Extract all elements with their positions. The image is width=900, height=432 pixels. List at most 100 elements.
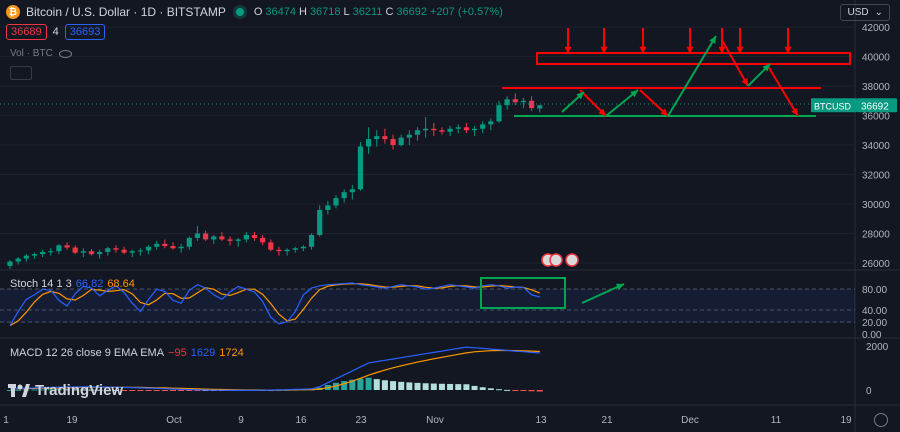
candle-body (105, 248, 111, 252)
buy-button[interactable]: 36693 (64, 24, 106, 40)
macd-histogram-bar (121, 390, 128, 391)
candle-body (170, 246, 176, 249)
time-tick-label: Nov (426, 415, 444, 426)
down-arrow-head (741, 78, 748, 86)
event-icons[interactable] (541, 253, 579, 267)
candle-body (243, 234, 249, 240)
candle-body (520, 100, 527, 103)
candle-body (374, 136, 380, 140)
macd-name[interactable]: MACD 12 26 close 9 EMA EMA (10, 347, 165, 359)
candle-body (7, 261, 13, 266)
price-tick-label: 38000 (862, 82, 890, 93)
macd-histogram-bar (381, 380, 388, 390)
price-tick-label: 30000 (862, 200, 890, 211)
time-tick-label: 21 (601, 415, 613, 426)
stoch-band (0, 289, 855, 323)
time-tick-label: 19 (66, 415, 78, 426)
candle-body (251, 234, 258, 238)
currency-label: USD (847, 7, 869, 18)
last-price-label: 36692 (861, 101, 889, 112)
macd-histogram-bar (512, 390, 519, 391)
macd-histogram-bar (186, 390, 193, 391)
down-arrow-head (784, 46, 792, 54)
ohlc-values: O 36474 H 36718 L 36211 C 36692 +207 (+0.57%… (254, 6, 503, 18)
candle-body (325, 205, 331, 210)
time-tick-label: 19 (840, 415, 852, 426)
macd-histogram-bar (438, 383, 445, 390)
candle-body (80, 251, 86, 253)
currency-selector[interactable]: USD ⌄ (840, 4, 890, 21)
down-arrow-head (686, 46, 694, 54)
candle-body (398, 137, 404, 145)
candle-body (23, 255, 29, 259)
ohlc-low-label: L (343, 6, 350, 18)
spread-value: 4 (52, 26, 59, 38)
macd-line (9, 346, 540, 391)
macd-histogram-bar (31, 389, 38, 391)
candle-body (56, 245, 62, 252)
event-flag-icon[interactable] (565, 253, 579, 267)
stoch-tick-label: 40.00 (862, 306, 887, 317)
time-tick-label: 16 (295, 415, 307, 426)
sell-button[interactable]: 36689 (6, 24, 47, 40)
macd-histogram-bar (7, 390, 13, 391)
price-tick-label: 28000 (862, 230, 890, 241)
macd-value: 1629 (190, 347, 216, 359)
candle-body (300, 246, 306, 249)
bitcoin-icon: ₿ (6, 5, 20, 19)
candle-body (235, 239, 241, 241)
candle-body (382, 136, 388, 140)
collapse-legend-icon[interactable] (10, 66, 32, 80)
candle-body (211, 236, 217, 240)
stoch-d-line (9, 282, 541, 327)
market-open-icon (235, 8, 244, 16)
stoch-tick-label: 0.00 (862, 330, 882, 341)
candle-body (349, 189, 355, 193)
symbol-title[interactable]: Bitcoin / U.S. Dollar · 1D · BITSTAMP (26, 5, 226, 19)
macd-signal-value: 1724 (219, 347, 244, 359)
stoch-tick-label: 20.00 (862, 318, 887, 329)
price-tick-label: 36000 (862, 112, 890, 123)
candle-body (40, 251, 46, 255)
chevron-down-icon: ⌄ (874, 7, 883, 18)
up-arrow-head (709, 36, 716, 44)
candle-body (512, 99, 518, 103)
volume-label[interactable]: Vol · BTC (10, 48, 53, 59)
macd-histogram-bar (357, 378, 364, 390)
ohlc-close-value: 36692 (396, 6, 427, 18)
down-arrow (767, 65, 799, 117)
candle-body (480, 124, 486, 129)
eye-hidden-icon[interactable] (58, 49, 72, 58)
macd-histogram-bar (528, 390, 535, 392)
macd-histogram-bar (15, 389, 22, 391)
candle-body (88, 251, 95, 255)
candle-body (276, 249, 282, 252)
candle-body (455, 127, 461, 129)
drawing-annotations (480, 28, 851, 309)
stoch-name[interactable]: Stoch 14 1 3 (10, 278, 72, 290)
ohlc-high-label: H (298, 6, 307, 18)
up-arrow-head (616, 283, 624, 291)
candle-body (227, 239, 233, 241)
ohlc-low-value: 36211 (352, 6, 383, 18)
down-arrow-head (564, 46, 572, 54)
macd-histogram-bar (145, 390, 152, 391)
settings-icon[interactable] (874, 413, 888, 427)
event-flag-icon[interactable] (549, 253, 563, 267)
macd-histogram-bar (55, 389, 62, 391)
candle-body (162, 243, 168, 247)
candle-body (447, 128, 453, 132)
macd-tick-label: 2000 (866, 342, 889, 353)
ohlc-open-value: 36474 (265, 6, 296, 18)
candle-body (317, 209, 323, 235)
candle-body (414, 130, 421, 135)
macd-histogram-bar (487, 388, 494, 390)
down-arrow-head (598, 108, 606, 116)
candle-body (31, 254, 38, 256)
candle-body (260, 237, 266, 243)
macd-histogram-bar (194, 390, 201, 391)
macd-histogram-bar (112, 389, 119, 391)
candle-body (186, 237, 192, 247)
price-change: +207 (+0.57%) (429, 6, 503, 18)
